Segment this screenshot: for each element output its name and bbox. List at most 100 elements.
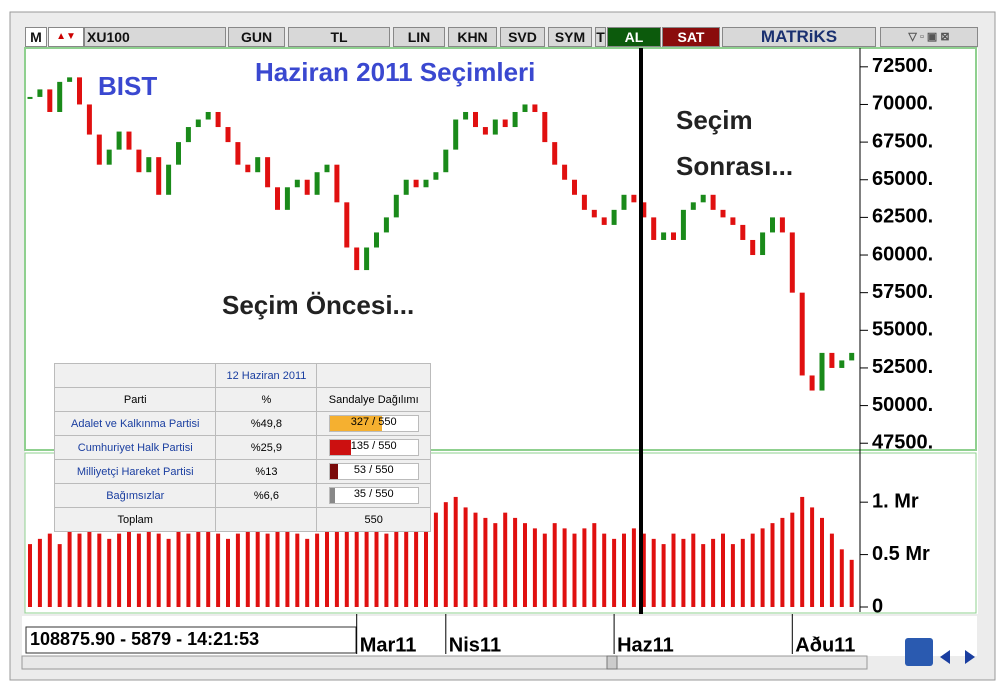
volume-bar (285, 528, 290, 607)
candle (532, 104, 538, 112)
table-row: Adalet ve Kalkınma Partisi %49,8 327 / 550 (53, 411, 431, 436)
toolbar-button[interactable]: SYM (548, 27, 592, 47)
volume-bar (146, 523, 151, 607)
refresh-button[interactable] (905, 638, 933, 666)
party-pct: %6,6 (215, 483, 318, 508)
volume-bar (67, 528, 72, 607)
volume-bar (572, 533, 577, 607)
candle (235, 142, 241, 165)
y-tick-label: 72500. (872, 55, 933, 77)
candle (572, 179, 577, 195)
x-tick-label: Aðu11 (795, 634, 855, 656)
volume-bar (166, 538, 171, 607)
volume-bar (483, 517, 488, 607)
volume-bar (721, 533, 725, 607)
volume-bar (592, 523, 597, 607)
seat-label: 135 / 550 (350, 440, 397, 452)
nav-left[interactable] (940, 650, 950, 664)
y-tick-label: 57500. (872, 281, 933, 303)
x-tick-label: Mar11 (360, 634, 417, 656)
volume-bar (691, 533, 696, 607)
nav-right[interactable] (965, 650, 975, 664)
volume-bar (344, 512, 349, 607)
y-tick-label: 70000. (872, 93, 933, 115)
y-tick-label: 65000. (872, 168, 933, 190)
volume-bar (849, 559, 854, 607)
candle (275, 187, 280, 210)
volume-bar (127, 528, 131, 607)
volume-bar (612, 538, 617, 607)
volume-bar (47, 533, 52, 607)
volume-bar (582, 528, 587, 607)
volume-bar (800, 496, 805, 607)
candle (621, 194, 627, 210)
volume-bar (513, 517, 518, 607)
volume-bar (305, 538, 310, 607)
volume-panel (24, 452, 977, 614)
volume-bar (87, 523, 92, 607)
sell-button[interactable]: SAT (662, 27, 720, 47)
symbol[interactable]: XU100 (84, 27, 226, 47)
volume-bar (394, 523, 399, 607)
toolbar-button[interactable]: KHN (448, 27, 497, 47)
toolbar-button[interactable]: GUN (228, 27, 285, 47)
candle (849, 352, 855, 361)
window-controls[interactable]: ▽ ▫ ▣ ⊠ (880, 27, 978, 47)
seat-label: 327 / 550 (350, 416, 397, 428)
volume-bar (325, 528, 329, 607)
party-pct: %25,9 (215, 435, 318, 460)
x-tick-label: Nis11 (449, 634, 501, 656)
volume-bar (661, 544, 666, 607)
x-tick-label: Haz11 (617, 634, 674, 656)
seat-table: 12 Haziran 2011 Parti% Sandalye Dağılımı … (53, 363, 431, 532)
candle (651, 217, 657, 240)
candle (354, 247, 360, 271)
toolbar-button[interactable]: T (595, 27, 606, 47)
volume-bar (780, 517, 785, 607)
scroll-thumb[interactable] (606, 655, 618, 670)
toolbar-button[interactable]: LIN (393, 27, 445, 47)
candle (314, 172, 320, 195)
volume-bar (136, 533, 141, 607)
volume-bar (255, 523, 260, 607)
volume-bar (532, 528, 537, 607)
seat-bar (329, 416, 383, 431)
candle (552, 142, 558, 165)
volume-bar (493, 523, 498, 607)
scrollbar[interactable] (21, 655, 868, 670)
candle (611, 209, 617, 225)
candle (482, 127, 488, 135)
buy-button[interactable]: AL (607, 27, 661, 47)
icon[interactable]: ▲▼ (48, 27, 84, 47)
candle (522, 104, 528, 112)
party-name: Milliyetçi Hareket Partisi (53, 459, 217, 484)
volume-bar (334, 523, 339, 607)
candle (205, 111, 211, 120)
volume-bar (107, 538, 112, 607)
candle (661, 232, 667, 240)
volume-bar (839, 549, 844, 607)
volume-bar (176, 528, 181, 607)
table-header: % (215, 387, 318, 412)
y-tick-label: 60000. (872, 243, 933, 265)
volume-bar (453, 496, 458, 607)
brand: MATRiKS (722, 27, 876, 47)
price-panel (24, 47, 977, 451)
volume-bar (216, 533, 221, 607)
volume-bar (275, 517, 280, 607)
candle (374, 232, 379, 248)
toolbar-button[interactable]: TL (288, 27, 390, 47)
volume-bar (562, 528, 567, 607)
toolbar-button[interactable]: SVD (500, 27, 545, 47)
candle (126, 131, 132, 150)
candle (562, 164, 568, 180)
candle (839, 360, 845, 368)
table-header: Sandalye Dağılımı (316, 387, 431, 412)
y-tick-label: 47500. (872, 432, 933, 454)
candle (344, 202, 350, 248)
seat-label: 53 / 550 (353, 464, 394, 476)
candle (700, 194, 706, 203)
candle (185, 127, 191, 143)
volume-bar (820, 517, 824, 607)
